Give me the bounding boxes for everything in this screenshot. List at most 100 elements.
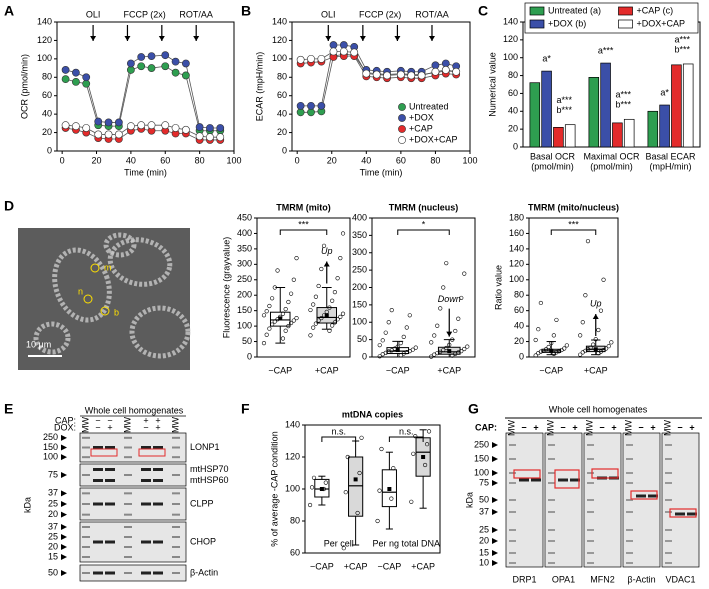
marker-arrow [61, 434, 67, 441]
lane-sign: + [533, 422, 538, 432]
mw-band [626, 472, 633, 474]
data-point [327, 305, 332, 310]
group-label: Per cell [324, 538, 354, 548]
bar-label: a* [660, 87, 669, 97]
legend-label: +CAP [409, 123, 433, 133]
y-tick-label: 40 [42, 109, 52, 119]
x-axis-label: Time (min) [124, 167, 167, 177]
data-point [609, 340, 614, 345]
protein-label: LONP1 [190, 442, 220, 452]
data-point [380, 338, 385, 343]
bar [600, 62, 611, 148]
mw-band [587, 444, 594, 446]
data-point [462, 346, 467, 352]
significance-label: n.s. [399, 426, 414, 436]
data-point [362, 69, 371, 78]
mw-band [124, 456, 132, 459]
data-point [377, 354, 382, 359]
data-point [411, 451, 416, 456]
x-axis-label: Time (min) [360, 167, 403, 177]
significance-label: b*** [557, 105, 573, 115]
data-point [578, 352, 583, 357]
data-point [329, 47, 338, 56]
data-point [332, 290, 337, 295]
significance-bracket [279, 229, 328, 235]
cell [33, 321, 71, 355]
y-tick-label: 60 [508, 88, 518, 98]
mw-band [124, 556, 132, 558]
roi-label: n [78, 286, 83, 296]
data-point [311, 302, 316, 307]
data-point [307, 54, 315, 63]
data-point [147, 121, 156, 130]
data-point [335, 276, 340, 281]
chart-title: TMRM (nucleus) [389, 202, 459, 212]
data-point [536, 327, 541, 332]
x-tick-label: −CAP [377, 561, 401, 571]
data-point [181, 59, 190, 68]
data-point [339, 41, 348, 49]
mean [447, 349, 452, 354]
highlight [630, 490, 658, 500]
lane-sign: − [95, 422, 100, 432]
marker-label: 25 [48, 498, 58, 508]
mw-band [665, 540, 672, 542]
mw-band [82, 572, 90, 574]
mw-band [587, 529, 594, 531]
injection-label: OLI [321, 9, 336, 19]
arrow-head [428, 36, 435, 41]
data-point [598, 308, 604, 313]
y-tick-label: 400 [352, 212, 367, 222]
mw-band [548, 529, 555, 531]
data-point [270, 322, 275, 327]
marker-label: 100 [474, 467, 489, 477]
y-tick-label: 80 [508, 70, 518, 80]
data-point [407, 71, 416, 80]
y-tick-label: 350 [352, 230, 367, 240]
data-point [424, 442, 430, 447]
significance-bracket [550, 229, 597, 235]
data-point [429, 340, 434, 345]
marker-arrow [61, 554, 67, 560]
marker-arrow [492, 480, 498, 486]
data-point [216, 133, 225, 142]
band [519, 478, 529, 482]
mw-band [124, 526, 132, 528]
marker-arrow [61, 570, 67, 576]
x-tick-unit: (mpH/min) [650, 161, 692, 171]
arrow-head [158, 36, 165, 41]
mean [353, 477, 358, 482]
data-point [171, 124, 180, 132]
mean [593, 347, 598, 352]
data-point [181, 125, 190, 134]
data-point [396, 70, 405, 79]
mw-band [82, 503, 90, 505]
mw-band [509, 540, 516, 542]
y-tick-label: 50 [357, 334, 367, 344]
marker-arrow [61, 511, 67, 518]
mw-band [587, 499, 594, 501]
data-point [308, 333, 313, 338]
chart-title: TMRM (mito) [276, 202, 330, 212]
cell [107, 237, 173, 287]
data-point [338, 314, 343, 319]
data-point [452, 67, 461, 76]
significance-label: a*** [675, 34, 691, 44]
mw-band [509, 482, 516, 484]
blot-title: Whole cell homogenates [85, 405, 184, 415]
y-tick-label: 100 [237, 320, 252, 330]
mean [319, 487, 324, 491]
data-point [317, 54, 326, 63]
data-point [444, 261, 449, 266]
marker-label: 20 [48, 509, 58, 519]
band [153, 571, 163, 575]
y-axis-label: Fluorescence (grayvalue) [221, 237, 231, 339]
bar [623, 118, 635, 148]
x-tick-label: +CAP [344, 561, 368, 571]
plot-frame [256, 217, 351, 358]
band [105, 502, 115, 506]
lane-sign: + [650, 422, 655, 432]
data-point [104, 118, 113, 127]
band [141, 571, 151, 575]
bar [647, 110, 659, 148]
